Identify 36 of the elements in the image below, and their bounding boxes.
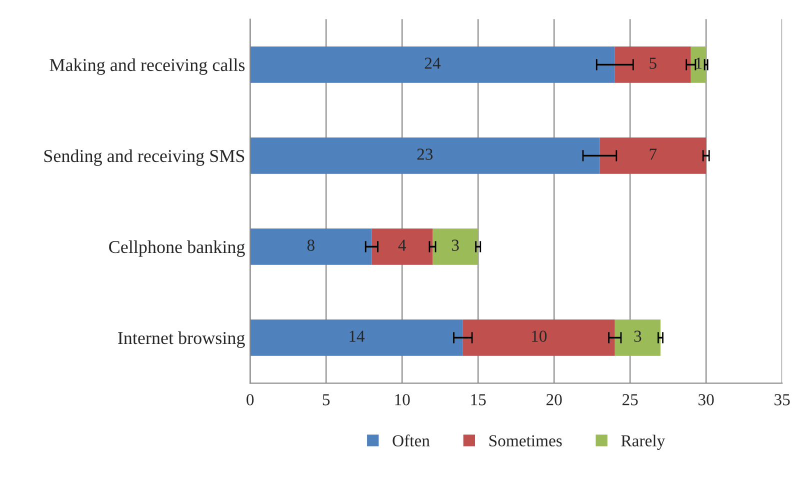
y-tick-label: Sending and receiving SMS — [44, 149, 244, 166]
data-label: 24 — [424, 58, 441, 69]
data-label: 10 — [532, 330, 547, 342]
x-tick-label: 15 — [471, 394, 486, 406]
x-tick-label: 20 — [546, 394, 562, 406]
data-label: 3 — [452, 240, 459, 251]
bar — [614, 319, 660, 356]
bar — [614, 46, 691, 83]
x-tick-label: 25 — [622, 394, 638, 406]
data-label: 4 — [398, 240, 406, 251]
legend-label: Rarely — [621, 434, 666, 450]
data-label: 5 — [650, 58, 656, 69]
bar — [462, 319, 615, 356]
bar — [372, 228, 433, 265]
x-tick-label: 0 — [246, 394, 254, 406]
bar — [250, 228, 372, 265]
data-label: 8 — [307, 240, 314, 251]
x-tick-label: 5 — [322, 394, 330, 406]
bar — [600, 137, 706, 174]
x-tick-label: 30 — [698, 394, 714, 406]
data-label: 14 — [350, 330, 365, 342]
legend-label: Often — [392, 434, 430, 446]
legend-label: Sometimes — [489, 435, 562, 446]
data-label: 7 — [650, 148, 657, 160]
bar — [690, 46, 706, 83]
data-label: 23 — [417, 148, 433, 160]
bar — [432, 228, 478, 265]
bar — [250, 137, 600, 174]
x-tick-label: 35 — [774, 394, 790, 406]
bar — [250, 46, 615, 83]
y-tick-label: Making and receiving calls — [50, 58, 245, 75]
y-tick-label: Internet browsing — [118, 331, 245, 348]
y-tick-label: Cellphone banking — [109, 240, 245, 257]
data-label: 3 — [634, 330, 642, 342]
bar — [250, 319, 463, 356]
x-tick-label: 10 — [395, 394, 410, 406]
